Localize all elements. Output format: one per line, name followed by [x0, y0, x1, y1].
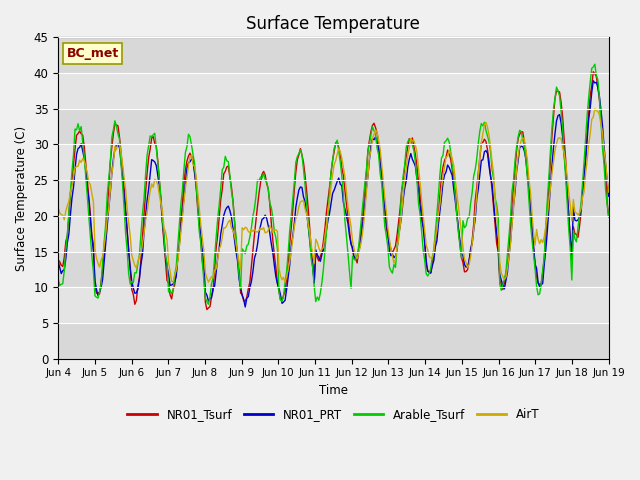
Arable_Tsurf	[238, 246, 246, 252]
NR01_Tsurf	[122, 207, 129, 213]
NR01_PRT	[122, 209, 129, 215]
Bar	[58, 144, 609, 180]
AirT	[246, 230, 253, 236]
Bar	[58, 216, 609, 252]
NR01_PRT	[237, 284, 244, 290]
Arable_Tsurf	[248, 226, 255, 231]
NR01_Tsurf	[248, 264, 255, 269]
NR01_PRT	[575, 214, 583, 220]
NR01_PRT	[296, 184, 304, 190]
Title: Surface Temperature: Surface Temperature	[246, 15, 420, 33]
Bar	[58, 109, 609, 144]
AirT	[296, 199, 304, 204]
NR01_PRT	[589, 78, 597, 84]
Arable_Tsurf	[575, 212, 583, 218]
NR01_Tsurf	[238, 291, 246, 297]
NR01_Tsurf	[589, 69, 597, 74]
NR01_PRT	[241, 304, 249, 310]
Arable_Tsurf	[220, 164, 228, 170]
Y-axis label: Surface Temperature (C): Surface Temperature (C)	[15, 125, 28, 271]
Bar	[58, 323, 609, 359]
Arable_Tsurf	[591, 61, 598, 67]
NR01_Tsurf	[605, 214, 612, 220]
AirT	[237, 267, 244, 273]
AirT	[54, 205, 62, 211]
NR01_PRT	[54, 259, 62, 264]
AirT	[218, 235, 226, 240]
NR01_Tsurf	[296, 146, 304, 152]
Arable_Tsurf	[122, 230, 129, 236]
AirT	[122, 187, 129, 193]
Text: BC_met: BC_met	[67, 47, 118, 60]
Line: NR01_PRT: NR01_PRT	[58, 81, 609, 307]
NR01_PRT	[248, 279, 255, 285]
Bar	[58, 73, 609, 109]
Line: AirT: AirT	[58, 109, 609, 282]
AirT	[575, 210, 583, 216]
AirT	[281, 279, 289, 285]
Legend: NR01_Tsurf, NR01_PRT, Arable_Tsurf, AirT: NR01_Tsurf, NR01_PRT, Arable_Tsurf, AirT	[123, 403, 544, 426]
Bar	[58, 252, 609, 288]
Bar	[58, 180, 609, 216]
Line: Arable_Tsurf: Arable_Tsurf	[58, 64, 609, 304]
Bar	[58, 288, 609, 323]
NR01_PRT	[218, 222, 226, 228]
Line: NR01_Tsurf: NR01_Tsurf	[58, 72, 609, 310]
Arable_Tsurf	[54, 276, 62, 282]
NR01_Tsurf	[220, 171, 228, 177]
Arable_Tsurf	[296, 147, 304, 153]
AirT	[591, 106, 598, 112]
AirT	[605, 189, 612, 195]
Bar	[58, 37, 609, 73]
Arable_Tsurf	[605, 214, 612, 219]
X-axis label: Time: Time	[319, 384, 348, 397]
NR01_Tsurf	[54, 257, 62, 263]
NR01_PRT	[605, 193, 612, 199]
NR01_Tsurf	[575, 224, 583, 229]
Arable_Tsurf	[205, 301, 212, 307]
NR01_Tsurf	[203, 307, 211, 312]
